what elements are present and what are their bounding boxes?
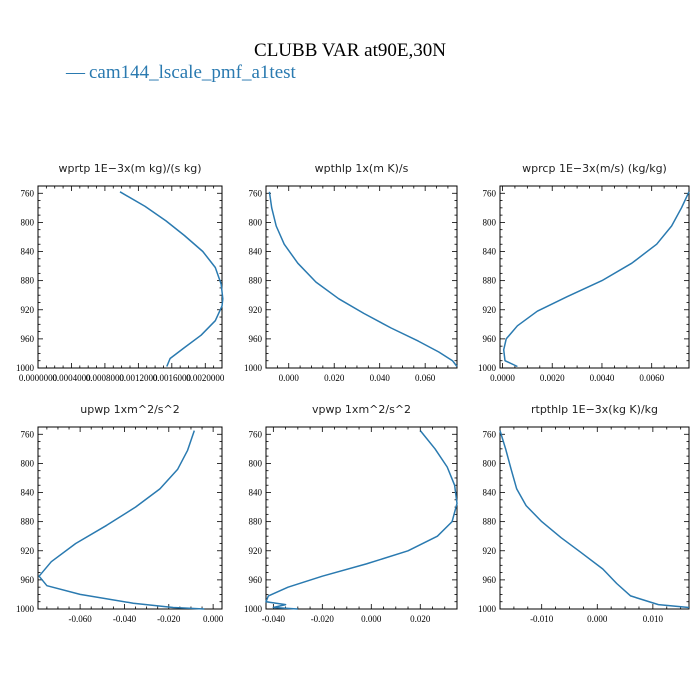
- series-line: [38, 430, 205, 610]
- x-tick-label: 0.040: [370, 373, 391, 383]
- figure-title: CLUBB VAR at90E,30N: [254, 40, 446, 61]
- y-tick-label: 800: [249, 217, 263, 227]
- panel-6: rtpthlp 1E−3x(kg K)/kg 760 800 840 880 920 960…: [478, 403, 690, 624]
- x-tick-label: 0.000: [361, 614, 382, 624]
- y-tick-label: 960: [483, 334, 497, 344]
- x-tick-label: -0.040: [262, 614, 286, 624]
- panel-3: wprcp 1E−3x(m/s) (kg/kg) 760 800 840 880 920 9…: [478, 162, 690, 383]
- x-tick-label: 0.0004000: [52, 373, 91, 383]
- y-tick-label: 800: [249, 458, 263, 468]
- legend-marker: —: [65, 62, 86, 83]
- y-tick-label: 880: [21, 276, 35, 286]
- y-tick-label: 960: [21, 575, 35, 585]
- x-tick-label: 0.0060: [639, 373, 664, 383]
- y-tick-label: 760: [249, 429, 263, 439]
- x-tick-label: 0.020: [324, 373, 345, 383]
- x-tick-label: -0.010: [530, 614, 554, 624]
- series-line: [265, 430, 458, 610]
- y-tick-label: 800: [483, 217, 497, 227]
- y-tick-label: 840: [483, 488, 497, 498]
- x-tick-label: 0.0040: [590, 373, 615, 383]
- x-tick-label: 0.000: [587, 614, 608, 624]
- series-line: [119, 191, 224, 367]
- panel-1: wprtp 1E−3x(m kg)/(s kg) 760 800 840 880 920 9…: [16, 162, 225, 383]
- panel-title: wprtp 1E−3x(m kg)/(s kg): [59, 162, 202, 175]
- panel-2: wpthlp 1x(m K)/s 760 800 840 880 920 960 1000 0.…: [244, 162, 458, 383]
- plot-frame: [37, 426, 223, 610]
- x-tick-label: -0.020: [157, 614, 181, 624]
- x-tick-label: 0.060: [415, 373, 436, 383]
- y-tick-label: 880: [21, 517, 35, 527]
- plot-frame: [265, 185, 458, 369]
- x-tick-label: 0.000: [203, 614, 224, 624]
- y-tick-label: 920: [249, 546, 263, 556]
- x-tick-label: 0.010: [643, 614, 664, 624]
- y-tick-label: 760: [21, 429, 35, 439]
- y-tick-label: 880: [249, 276, 263, 286]
- y-tick-label: 960: [249, 334, 263, 344]
- panel-title: upwp 1xm^2/s^2: [80, 403, 180, 416]
- y-tick-label: 1000: [16, 604, 35, 614]
- y-tick-label: 800: [483, 458, 497, 468]
- y-tick-label: 920: [21, 546, 35, 556]
- y-tick-label: 800: [21, 217, 35, 227]
- panel-title: wpthlp 1x(m K)/s: [315, 162, 409, 175]
- x-tick-label: 0.0000000: [19, 373, 58, 383]
- y-tick-label: 960: [249, 575, 263, 585]
- panel-title: vpwp 1xm^2/s^2: [312, 403, 411, 416]
- panel-title: rtpthlp 1E−3x(kg K)/kg: [531, 403, 658, 416]
- x-tick-label: 0.0020000: [186, 373, 225, 383]
- x-tick-label: -0.040: [113, 614, 137, 624]
- x-tick-label: -0.020: [311, 614, 335, 624]
- series-line: [499, 430, 690, 609]
- x-tick-label: 0.0016000: [153, 373, 192, 383]
- y-tick-label: 840: [249, 247, 263, 257]
- y-tick-label: 1000: [16, 363, 35, 373]
- y-tick-label: 960: [21, 334, 35, 344]
- y-tick-label: 760: [21, 188, 35, 198]
- series-line: [268, 191, 458, 367]
- y-tick-label: 880: [249, 517, 263, 527]
- x-tick-label: 0.0020: [540, 373, 565, 383]
- y-tick-label: 840: [249, 488, 263, 498]
- y-tick-label: 760: [483, 429, 497, 439]
- plot-frame: [499, 185, 690, 369]
- y-tick-label: 960: [483, 575, 497, 585]
- panel-5: vpwp 1xm^2/s^27608008408809209601000-0.0…: [244, 403, 458, 624]
- x-tick-label: 0.0012000: [119, 373, 158, 383]
- y-tick-label: 1000: [478, 604, 497, 614]
- x-tick-label: 0.0000: [490, 373, 515, 383]
- y-tick-label: 1000: [244, 363, 263, 373]
- legend: — cam144_lscale_pmf_a1test: [65, 62, 297, 83]
- x-tick-label: 0.000: [279, 373, 300, 383]
- y-tick-label: 760: [249, 188, 263, 198]
- legend-label: cam144_lscale_pmf_a1test: [89, 62, 297, 83]
- y-tick-label: 920: [249, 305, 263, 315]
- y-tick-label: 840: [21, 488, 35, 498]
- y-tick-label: 880: [483, 276, 497, 286]
- series-line: [502, 191, 690, 368]
- panels: wprtp 1E−3x(m kg)/(s kg) 760 800 840 880 920 9…: [16, 162, 690, 624]
- x-tick-label: 0.0008000: [86, 373, 125, 383]
- panel-4: upwp 1xm^2/s^2 760 800 840 880 920 960 1000 -0.0…: [16, 403, 224, 624]
- y-tick-label: 920: [483, 546, 497, 556]
- y-tick-label: 840: [483, 247, 497, 257]
- y-tick-label: 880: [483, 517, 497, 527]
- panel-title: wprcp 1E−3x(m/s) (kg/kg): [522, 162, 667, 175]
- plot-frame: [265, 426, 458, 610]
- y-tick-label: 1000: [244, 604, 263, 614]
- y-tick-label: 760: [483, 188, 497, 198]
- y-tick-label: 920: [483, 305, 497, 315]
- y-tick-label: 800: [21, 458, 35, 468]
- x-tick-label: 0.020: [410, 614, 431, 624]
- x-tick-label: -0.060: [68, 614, 92, 624]
- y-tick-label: 920: [21, 305, 35, 315]
- plot-frame: [499, 426, 690, 610]
- y-tick-label: 840: [21, 247, 35, 257]
- y-tick-label: 1000: [478, 363, 497, 373]
